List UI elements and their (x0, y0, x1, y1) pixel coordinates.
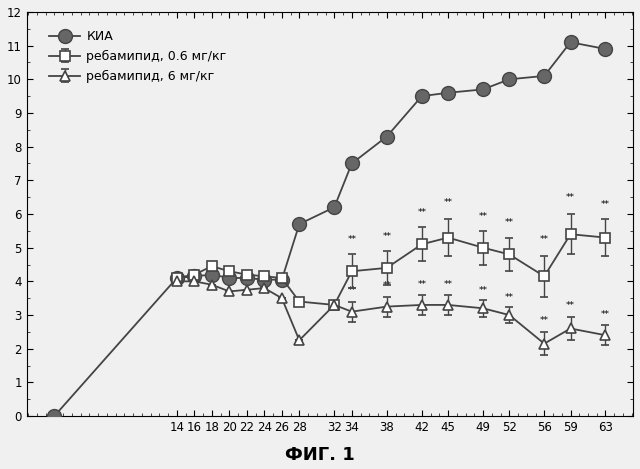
Text: **: ** (601, 200, 610, 209)
КИА (208, 272, 216, 278)
Text: **: ** (444, 280, 452, 289)
КИА (383, 134, 390, 139)
Text: **: ** (382, 281, 391, 290)
Text: **: ** (348, 235, 356, 244)
Text: **: ** (505, 293, 514, 302)
Text: **: ** (566, 193, 575, 202)
КИА (173, 275, 180, 281)
Text: **: ** (382, 232, 391, 241)
Line: КИА: КИА (47, 35, 612, 423)
Text: **: ** (348, 287, 356, 295)
КИА (191, 273, 198, 279)
Text: **: ** (444, 198, 452, 207)
Text: **: ** (566, 301, 575, 310)
Text: **: ** (601, 310, 610, 319)
КИА (444, 90, 452, 96)
Text: **: ** (540, 235, 548, 244)
КИА (278, 277, 285, 282)
Text: **: ** (417, 208, 426, 217)
КИА (602, 46, 609, 52)
КИА (506, 76, 513, 82)
Text: ФИГ. 1: ФИГ. 1 (285, 446, 355, 464)
КИА (418, 93, 426, 99)
КИА (296, 221, 303, 227)
КИА (479, 87, 487, 92)
Legend: КИА, ребамипид, 0.6 мг/кг, ребамипид, 6 мг/кг: КИА, ребамипид, 0.6 мг/кг, ребамипид, 6 … (45, 26, 230, 87)
КИА (51, 413, 58, 419)
Text: **: ** (417, 280, 426, 289)
КИА (330, 204, 338, 210)
Text: **: ** (479, 212, 488, 221)
Text: **: ** (505, 219, 514, 227)
Text: **: ** (479, 286, 488, 295)
КИА (225, 275, 233, 281)
КИА (566, 39, 574, 45)
КИА (243, 275, 251, 281)
КИА (348, 161, 356, 166)
КИА (260, 277, 268, 282)
Text: **: ** (540, 316, 548, 325)
КИА (540, 73, 548, 79)
